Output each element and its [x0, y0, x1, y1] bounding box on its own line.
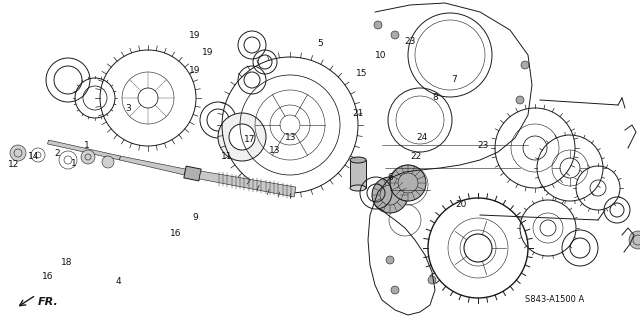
Circle shape [391, 286, 399, 294]
Text: FR.: FR. [38, 297, 59, 307]
Text: 7: 7 [452, 76, 457, 84]
Text: 13: 13 [269, 146, 281, 155]
Circle shape [428, 276, 436, 284]
Text: 20: 20 [455, 200, 467, 209]
Text: 19: 19 [189, 31, 201, 40]
Polygon shape [184, 166, 201, 181]
Text: 19: 19 [189, 66, 201, 75]
Text: 16: 16 [42, 272, 54, 281]
Circle shape [386, 256, 394, 264]
Text: 5: 5 [317, 39, 323, 48]
Polygon shape [199, 171, 296, 197]
Text: 16: 16 [170, 229, 182, 238]
Circle shape [102, 156, 114, 168]
Ellipse shape [350, 157, 366, 163]
Circle shape [390, 165, 426, 201]
Text: 3: 3 [125, 104, 131, 113]
Circle shape [391, 31, 399, 39]
Circle shape [372, 177, 408, 213]
Text: 12: 12 [8, 160, 20, 169]
Text: 10: 10 [375, 52, 387, 60]
Text: 1: 1 [71, 159, 76, 168]
Circle shape [218, 113, 266, 161]
Text: 18: 18 [61, 258, 73, 267]
Circle shape [81, 150, 95, 164]
Text: 2: 2 [55, 149, 60, 158]
Text: 17: 17 [244, 135, 255, 144]
Text: S843-A1500 A: S843-A1500 A [525, 295, 584, 305]
Ellipse shape [350, 185, 366, 191]
Circle shape [629, 231, 640, 249]
Text: 9: 9 [193, 213, 198, 222]
Circle shape [229, 124, 255, 150]
Circle shape [521, 61, 529, 69]
Text: 13: 13 [285, 133, 297, 142]
Text: 23: 23 [477, 141, 489, 150]
Circle shape [516, 96, 524, 104]
Bar [350, 160, 366, 188]
Text: 1: 1 [84, 141, 89, 150]
Circle shape [10, 145, 26, 161]
Text: 8: 8 [433, 93, 438, 102]
Text: 6: 6 [388, 173, 393, 182]
Text: 15: 15 [356, 69, 367, 78]
Text: 23: 23 [404, 37, 415, 46]
Text: 22: 22 [410, 152, 422, 161]
Text: 24: 24 [417, 133, 428, 142]
Text: 14: 14 [28, 152, 39, 161]
Polygon shape [120, 156, 186, 175]
Circle shape [374, 21, 382, 29]
Polygon shape [47, 140, 120, 160]
Text: 4: 4 [116, 277, 121, 286]
Text: 21: 21 [353, 109, 364, 118]
Text: 11: 11 [221, 152, 233, 161]
Text: 19: 19 [202, 48, 214, 57]
